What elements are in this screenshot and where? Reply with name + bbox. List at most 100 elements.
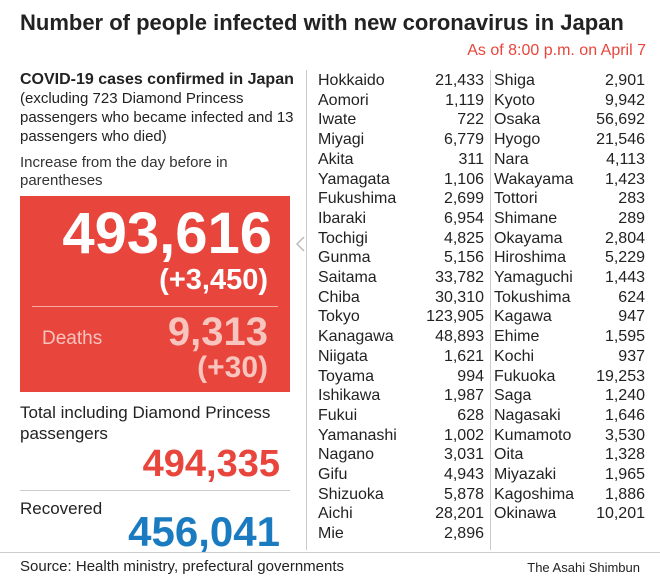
prefecture-name: Ehime [494,328,540,346]
prefecture-row: Shimane 289 [494,209,645,228]
prefecture-name: Fukushima [318,190,397,208]
note: (excluding 723 Diamond Princess passenge… [20,90,294,145]
prefecture-count: 5,229 [604,249,645,267]
prefecture-row: Okinawa 10,201 [494,504,645,523]
prefecture-count: 1,423 [604,170,645,188]
prefecture-name: Ibaraki [318,209,367,227]
prefecture-count: 1,621 [443,347,484,365]
prefecture-name: Kanagawa [318,328,394,346]
prefecture-name: Oita [494,446,524,464]
prefecture-count: 1,886 [604,485,645,503]
heading: COVID-19 cases confirmed in Japan [20,71,294,88]
prefecture-name: Hiroshima [494,249,567,267]
prefecture-name: Shimane [494,209,558,227]
prefecture-name: Yamagata [318,170,390,188]
prefecture-count: 624 [618,288,645,306]
prefecture-row: Saga 1,240 [494,386,645,405]
prefecture-name: Kyoto [494,91,535,109]
prefecture-row: Yamaguchi 1,443 [494,268,645,287]
prefecture-count: 1,595 [604,328,645,346]
prefecture-name: Iwate [318,111,357,129]
prefecture-name: Yamaguchi [494,269,573,286]
recovered: 456,041 [128,508,280,555]
prefecture-name: Saitama [318,269,377,286]
prefecture-name: Tokushima [494,288,571,306]
prefecture-count: 283 [618,190,645,208]
prefecture-count: 628 [457,406,484,424]
prefecture-row: Yamagata 1,106 [318,170,484,189]
prefecture-count: 28,201 [435,505,484,523]
prefecture-row: Nara 4,113 [494,150,645,169]
prefecture-count: 9,942 [604,91,645,109]
prefecture-row: Niigata 1,621 [318,347,484,366]
total-label: Total including Diamond Princess passeng… [20,403,271,443]
prefecture-count: 1,119 [445,91,484,109]
prefecture-row: Miyazaki 1,965 [494,465,645,484]
prefecture-count: 289 [618,209,645,227]
prefecture-name: Miyazaki [494,466,557,483]
prefecture-row: Toyama 994 [318,367,484,386]
prefecture-name: Osaka [494,111,541,129]
prefecture-count: 1,328 [604,446,645,464]
prefecture-count: 994 [457,367,484,385]
prefecture-name: Yamanashi [318,426,397,444]
prefecture-row: Ehime 1,595 [494,327,645,346]
total: 494,335 [142,443,280,485]
separator [490,70,491,550]
prefecture-row: Tottori 283 [494,189,645,208]
prefecture-row: Akita 311 [318,150,484,169]
prefecture-count: 722 [457,111,484,129]
prefecture-count: 30,310 [435,288,484,306]
recovered-label: Recovered [20,499,103,518]
prefecture-count: 56,692 [596,111,645,129]
prefecture-count: 3,530 [604,426,645,444]
prefecture-row: Aichi 28,201 [318,504,484,523]
prefecture-name: Fukuoka [494,367,556,385]
prefecture-count: 1,443 [604,269,645,286]
prefecture-name: Tokyo [318,308,360,326]
prefecture-row: Tokyo 123,905 [318,307,484,326]
cases: 493,616 [62,201,272,266]
prefecture-row: Aomori 1,119 [318,91,484,110]
prefecture-row: Iwate 722 [318,110,484,129]
prefecture-row: Nagasaki 1,646 [494,406,645,425]
prefecture-row: Fukuoka 19,253 [494,367,645,386]
divider [32,306,278,307]
prefecture-count: 21,433 [435,72,484,89]
divider [0,552,660,553]
prefecture-count: 2,804 [604,229,645,247]
prefecture-count: 33,782 [435,269,484,286]
prefecture-name: Ishikawa [318,387,381,405]
prefecture-name: Niigata [318,347,368,365]
prefecture-row: Hyogo 21,546 [494,130,645,149]
prefecture-name: Okinawa [494,505,557,523]
prefecture-name: Hokkaido [318,72,385,89]
title: Number of people infected with new coron… [20,10,624,35]
prefecture-row: Kumamoto 3,530 [494,426,645,445]
prefecture-name: Fukui [318,406,358,424]
prefecture-count: 6,779 [443,131,484,149]
prefecture-name: Kochi [494,347,535,365]
prefecture-name: Okayama [494,229,563,247]
prefecture-count: 48,893 [435,328,484,346]
prefecture-row: Oita 1,328 [494,445,645,464]
prefecture-row: Kochi 937 [494,347,645,366]
prefecture-name: Nagasaki [494,406,561,424]
prefecture-row: Miyagi 6,779 [318,130,484,149]
increase-note: Increase from the day before in parenthe… [20,154,228,189]
prefecture-count: 123,905 [426,308,484,326]
prefecture-row: Gunma 5,156 [318,248,484,267]
prefecture-count: 6,954 [443,209,484,227]
cases-change: (+3,450) [159,264,268,296]
prefecture-name: Wakayama [494,170,574,188]
prefecture-name: Kagawa [494,308,552,326]
prefecture-count: 311 [458,150,484,168]
prefecture-row: Hiroshima 5,229 [494,248,645,267]
deaths-label: Deaths [42,328,103,349]
prefecture-row: Kagawa 947 [494,307,645,326]
prefecture-row: Ibaraki 6,954 [318,209,484,228]
prefecture-row: Kanagawa 48,893 [318,327,484,346]
prefecture-count: 1,240 [604,387,645,405]
prefecture-row: Tochigi 4,825 [318,229,484,248]
prefecture-row: Gifu 4,943 [318,465,484,484]
